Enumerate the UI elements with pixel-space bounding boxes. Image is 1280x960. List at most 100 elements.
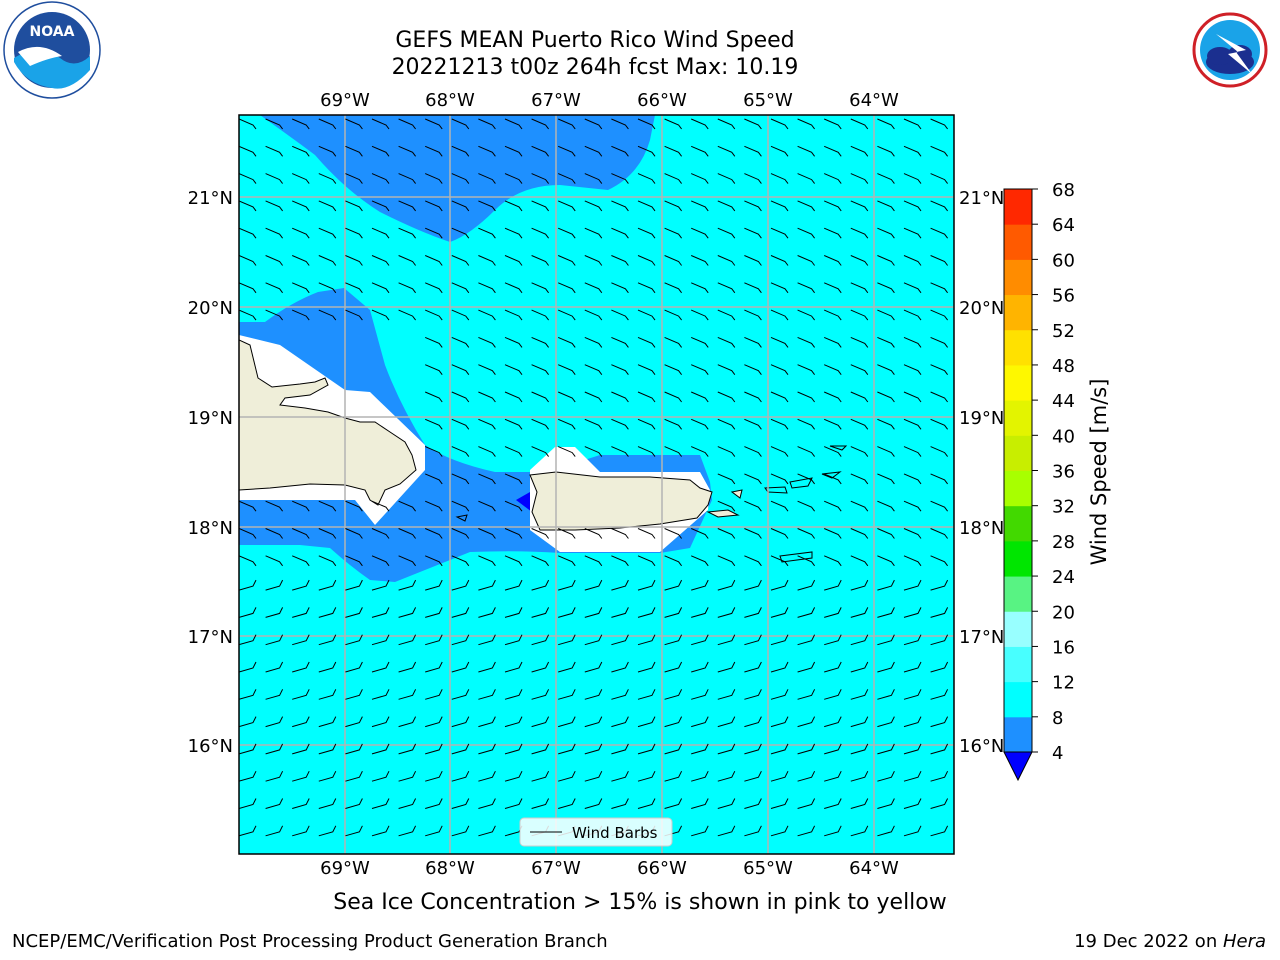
wind-barb	[558, 446, 576, 457]
wind-barb	[664, 528, 682, 539]
wind-barb	[451, 770, 470, 782]
wind-barb	[239, 500, 257, 512]
wind-barb	[850, 770, 869, 782]
wind-barb	[504, 634, 523, 646]
wind-barb	[770, 391, 789, 403]
colorbar-tick-label: 32	[1052, 497, 1075, 518]
wind-barb	[903, 473, 922, 485]
wind-barb	[398, 309, 416, 321]
wind-barb	[398, 555, 416, 567]
wind-barb	[877, 716, 895, 728]
colorbar-tick-label: 20	[1052, 602, 1075, 623]
wind-barb	[398, 770, 417, 782]
wind-barb	[371, 118, 390, 130]
wind-barb	[637, 689, 656, 700]
wind-barb	[744, 500, 762, 512]
wind-barb	[850, 255, 869, 266]
wind-barb	[824, 309, 842, 321]
wind-barb	[611, 528, 629, 539]
wind-barb	[903, 200, 922, 212]
wind-barb	[930, 282, 948, 294]
wind-barb	[770, 446, 789, 457]
wind-barb	[504, 446, 523, 457]
wind-barb	[611, 227, 629, 239]
wind-barb	[903, 661, 922, 673]
wind-barb	[824, 579, 842, 591]
wind-barb	[664, 634, 683, 646]
wind-barb	[797, 528, 815, 539]
wind-barb	[558, 661, 576, 673]
wind-barb	[531, 173, 549, 184]
wind-barb	[451, 743, 470, 755]
wind-barb	[611, 255, 629, 266]
wind-barb	[850, 607, 869, 618]
wind-barb	[637, 336, 656, 348]
wind-barb	[451, 528, 470, 539]
colorbar-segment	[1004, 716, 1032, 753]
wind-barb	[664, 418, 682, 430]
wind-barb	[611, 336, 629, 348]
wind-barb	[664, 446, 682, 457]
wind-barb	[903, 528, 922, 539]
lon-label-bottom: 64°W	[849, 858, 899, 879]
wind-barb	[371, 528, 390, 539]
wind-barb	[850, 364, 869, 375]
wind-barb	[451, 661, 470, 673]
footer-date-text: 19 Dec 2022 on	[1074, 931, 1223, 952]
wind-barb	[664, 391, 682, 403]
wind-barb	[930, 200, 948, 212]
wind-barb	[558, 528, 576, 539]
chart-subtitle: 20221213 t00z 264h fcst Max: 10.19	[391, 55, 799, 80]
wind-barb	[717, 446, 736, 457]
wind-barb	[770, 661, 789, 673]
wind-barb	[717, 473, 736, 485]
wind-barb	[877, 446, 895, 457]
wind-barb	[903, 118, 922, 130]
wind-barb	[292, 798, 310, 809]
wind-barb	[398, 579, 417, 591]
wind-barb	[398, 282, 416, 294]
wind-barb	[797, 446, 815, 457]
wind-barb	[717, 200, 736, 212]
wind-barb	[797, 770, 816, 782]
colorbar-tick-label: 52	[1052, 321, 1075, 342]
wind-barb	[717, 770, 736, 782]
wind-barb	[425, 282, 443, 294]
graticule	[239, 115, 954, 854]
wind-barb	[265, 528, 283, 539]
wind-barb	[770, 798, 789, 809]
wind-barb	[691, 255, 709, 266]
wind-barb	[637, 309, 656, 321]
colorbar-segment	[1004, 329, 1032, 366]
wind-barb	[637, 200, 656, 212]
wind-barb	[691, 798, 709, 809]
nws-logo-icon	[1182, 2, 1278, 98]
wind-barb	[239, 825, 257, 837]
colorbar-tick-label: 36	[1052, 462, 1075, 483]
wind-barb	[770, 282, 789, 294]
wind-barb	[744, 689, 762, 700]
wind-barb	[504, 145, 523, 157]
wind-barb	[877, 227, 895, 239]
wind-barb	[824, 743, 842, 755]
wind-barb	[850, 200, 869, 212]
wind-barb	[478, 607, 496, 618]
wind-barb	[371, 579, 390, 591]
wind-barb	[504, 364, 523, 375]
wind-barb	[584, 391, 603, 403]
wind-barb	[744, 473, 762, 485]
wind-barb	[637, 118, 656, 130]
wind-barb	[239, 528, 257, 539]
wind-barb	[531, 446, 549, 457]
wind-barb	[824, 418, 842, 430]
wind-barb	[531, 255, 549, 266]
wind-barb	[584, 555, 603, 567]
wind-barb	[824, 364, 842, 375]
wind-barb	[371, 145, 390, 157]
wind-barb	[584, 743, 603, 755]
wind-barb	[478, 555, 496, 567]
wind-barb	[504, 418, 523, 430]
wind-barb	[345, 770, 363, 782]
wind-barb	[637, 743, 656, 755]
